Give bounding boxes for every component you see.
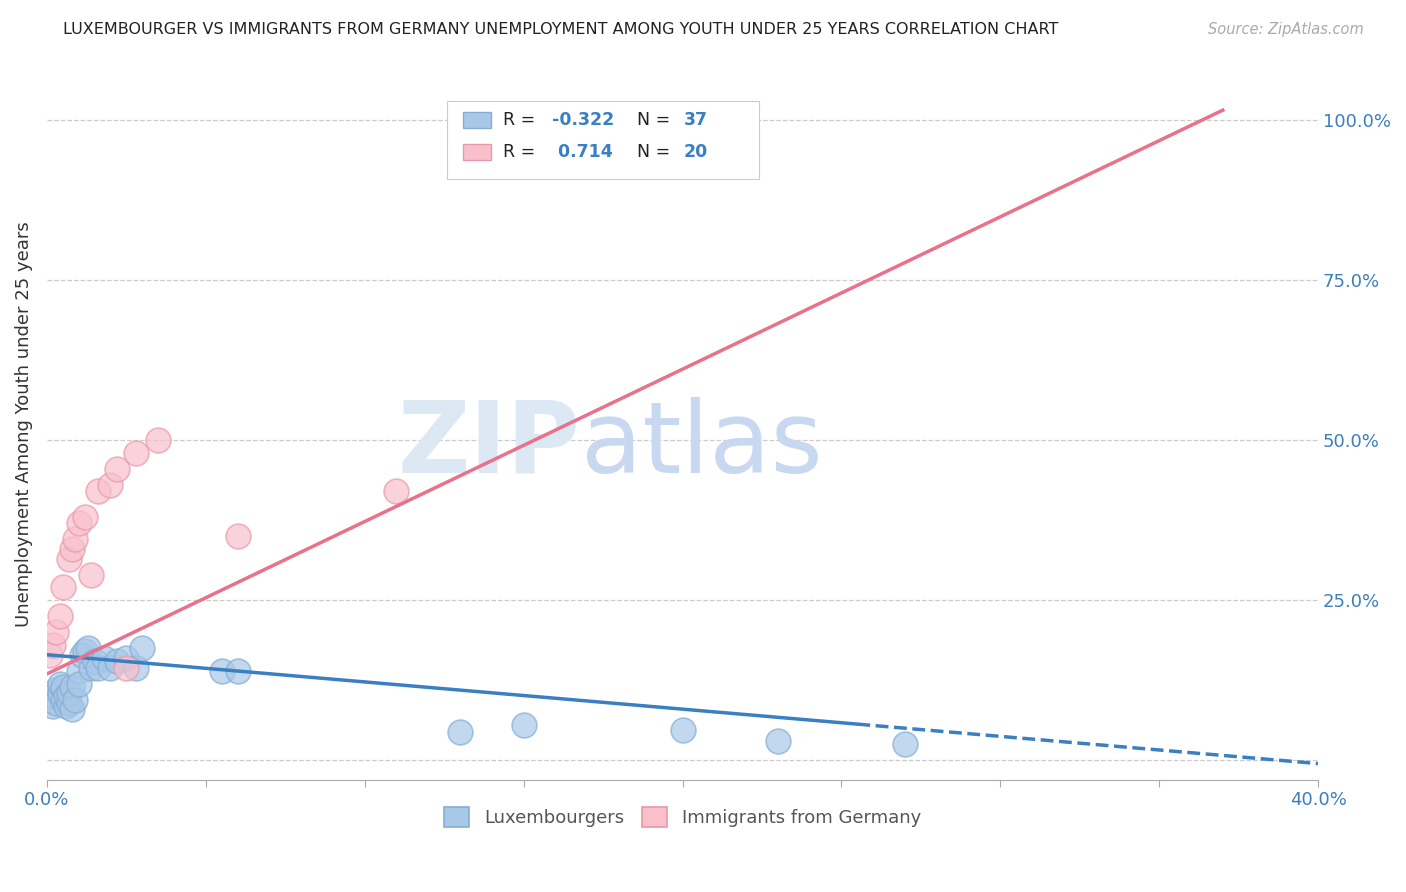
Point bbox=[894, 738, 917, 752]
Point bbox=[48, 686, 70, 700]
Text: 20: 20 bbox=[683, 143, 709, 161]
Point bbox=[58, 551, 80, 566]
Point bbox=[146, 433, 169, 447]
Text: -0.322: -0.322 bbox=[551, 111, 614, 128]
Point bbox=[80, 660, 103, 674]
Point bbox=[100, 660, 122, 674]
Point bbox=[45, 696, 67, 710]
Text: R =: R = bbox=[503, 143, 541, 161]
Text: LUXEMBOURGER VS IMMIGRANTS FROM GERMANY UNEMPLOYMENT AMONG YOUTH UNDER 25 YEARS : LUXEMBOURGER VS IMMIGRANTS FROM GERMANY … bbox=[63, 22, 1059, 37]
Point bbox=[42, 638, 65, 652]
Point bbox=[671, 723, 693, 737]
Point bbox=[83, 654, 105, 668]
Point bbox=[55, 690, 77, 704]
Point bbox=[60, 680, 83, 694]
Point bbox=[48, 609, 70, 624]
Point bbox=[131, 641, 153, 656]
Text: 0.714: 0.714 bbox=[551, 143, 613, 161]
Y-axis label: Unemployment Among Youth under 25 years: Unemployment Among Youth under 25 years bbox=[15, 221, 32, 627]
Point bbox=[73, 510, 96, 524]
Text: N =: N = bbox=[637, 111, 675, 128]
Point bbox=[226, 664, 249, 678]
Point bbox=[105, 462, 128, 476]
FancyBboxPatch shape bbox=[463, 144, 491, 160]
Text: N =: N = bbox=[637, 143, 675, 161]
Point bbox=[67, 516, 90, 531]
FancyBboxPatch shape bbox=[447, 101, 759, 178]
Point bbox=[125, 660, 148, 674]
Point bbox=[45, 682, 67, 697]
Point bbox=[55, 698, 77, 713]
Point bbox=[45, 625, 67, 640]
Point bbox=[39, 692, 62, 706]
Point bbox=[39, 648, 62, 662]
Point bbox=[449, 724, 471, 739]
Point bbox=[73, 644, 96, 658]
Point bbox=[60, 702, 83, 716]
Point bbox=[100, 478, 122, 492]
Point bbox=[42, 690, 65, 704]
Point bbox=[52, 581, 75, 595]
Point bbox=[65, 692, 87, 706]
Point bbox=[115, 660, 138, 674]
Legend: Luxembourgers, Immigrants from Germany: Luxembourgers, Immigrants from Germany bbox=[437, 799, 928, 835]
Point bbox=[105, 654, 128, 668]
Point bbox=[52, 680, 75, 694]
Point bbox=[385, 484, 408, 499]
Point bbox=[115, 651, 138, 665]
Point bbox=[48, 676, 70, 690]
Point bbox=[465, 126, 488, 140]
Point bbox=[42, 698, 65, 713]
Text: 37: 37 bbox=[683, 111, 707, 128]
Point bbox=[766, 734, 789, 748]
Point bbox=[93, 651, 115, 665]
Point bbox=[60, 541, 83, 556]
Point bbox=[226, 529, 249, 543]
Text: ZIP: ZIP bbox=[398, 397, 581, 494]
Text: Source: ZipAtlas.com: Source: ZipAtlas.com bbox=[1208, 22, 1364, 37]
Point bbox=[67, 676, 90, 690]
Point bbox=[87, 484, 110, 499]
Point bbox=[67, 664, 90, 678]
Point bbox=[70, 648, 93, 662]
Point bbox=[512, 718, 534, 732]
Point bbox=[58, 686, 80, 700]
Point bbox=[211, 664, 233, 678]
FancyBboxPatch shape bbox=[463, 112, 491, 128]
Point bbox=[87, 660, 110, 674]
Point bbox=[125, 446, 148, 460]
Point bbox=[65, 533, 87, 547]
Point bbox=[52, 692, 75, 706]
Point bbox=[77, 641, 100, 656]
Point bbox=[80, 567, 103, 582]
Text: atlas: atlas bbox=[581, 397, 823, 494]
Point bbox=[58, 696, 80, 710]
Text: R =: R = bbox=[503, 111, 541, 128]
